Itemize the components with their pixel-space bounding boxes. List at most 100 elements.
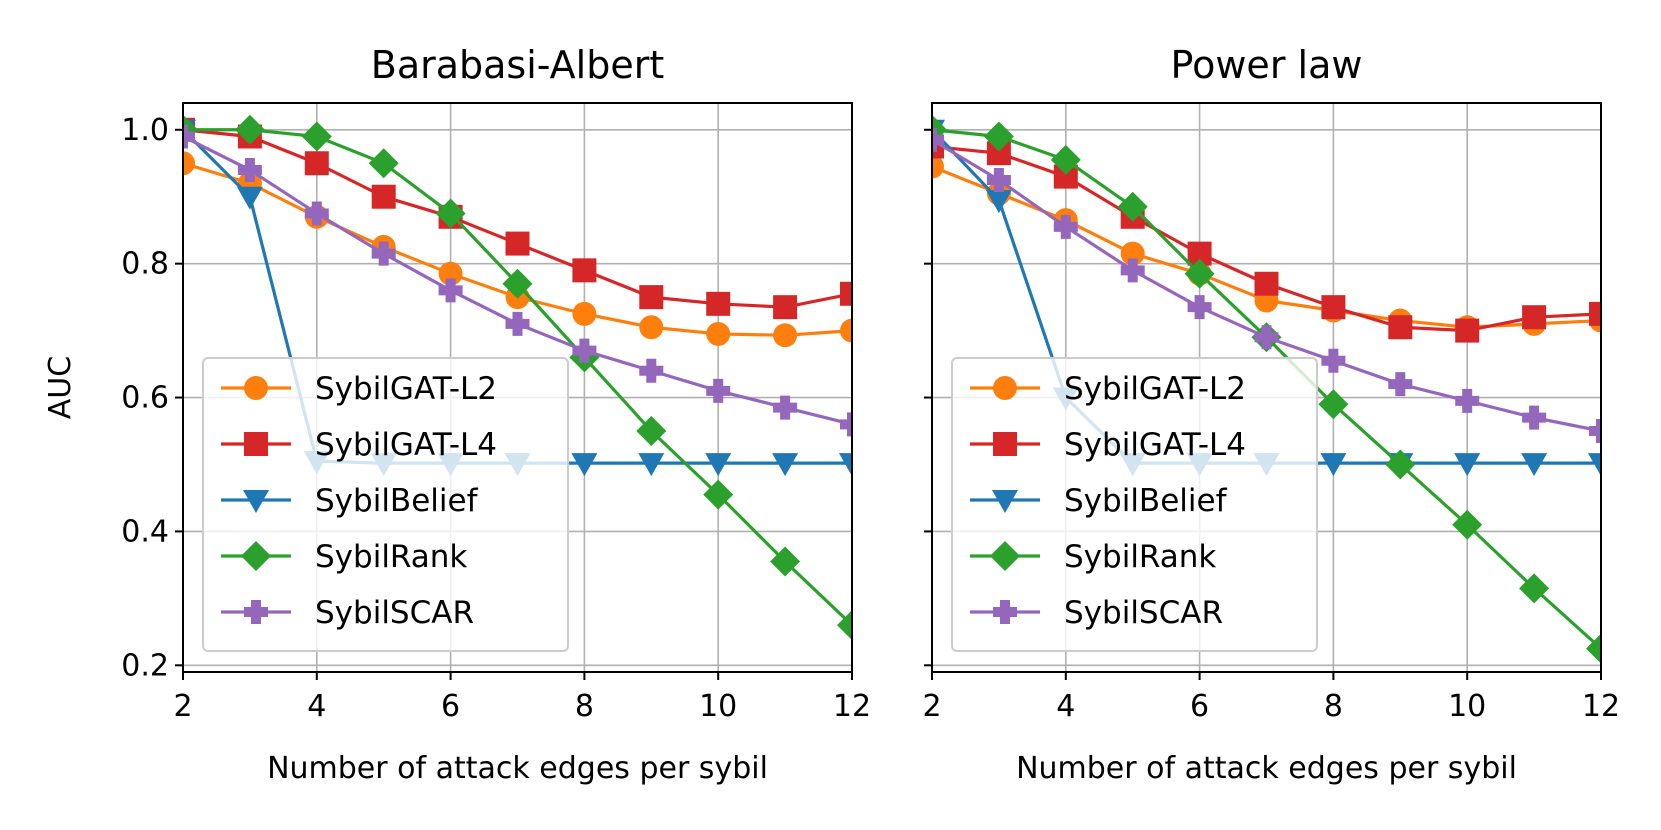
x-tick-label: 8	[1324, 689, 1343, 724]
data-point-sybilrank	[1117, 191, 1148, 222]
data-point-sybilgat-l4	[1321, 295, 1346, 320]
data-point-sybilscar	[304, 201, 329, 226]
data-point-sybilrank	[502, 268, 533, 299]
data-point-sybilbelief	[985, 190, 1012, 214]
data-point-sybilgat-l2	[932, 154, 944, 179]
data-point-sybilgat-l4	[572, 258, 597, 283]
axes-frame	[931, 102, 1602, 673]
data-point-sybilscar	[1589, 419, 1601, 444]
legend-label-sybilscar: SybilSCAR	[315, 595, 474, 631]
legend-label-sybilgat-l4: SybilGAT-L4	[1064, 427, 1246, 463]
x-tick-label: 12	[1582, 689, 1620, 724]
legend-label-sybilbelief: SybilBelief	[315, 483, 479, 519]
data-point-sybilgat-l4	[639, 285, 664, 310]
data-point-sybilgat-l2	[840, 318, 852, 343]
data-point-sybilscar	[237, 157, 262, 182]
data-point-sybilscar	[1120, 258, 1145, 283]
data-point-sybilgat-l4	[505, 231, 530, 256]
panel-power-law: 2 4 6 8 10 12 Power law Number of attack edges …	[922, 43, 1620, 786]
data-point-sybilbelief	[236, 186, 263, 210]
legend-label-sybilrank: SybilRank	[315, 539, 467, 575]
y-tick-label: 0.2	[121, 648, 169, 683]
data-point-sybilscar	[1053, 214, 1078, 239]
data-point-sybilgat-l4	[773, 295, 798, 320]
data-point-sybilgat-l4	[1589, 301, 1601, 326]
plot-area	[183, 114, 852, 641]
data-point-sybilrank	[1050, 144, 1081, 175]
y-tick-label: 0.6	[121, 381, 169, 416]
x-tick-label: 8	[575, 689, 594, 724]
data-point-sybilrank	[435, 198, 466, 229]
data-point-sybilrank	[1385, 449, 1416, 480]
legend-label-sybilgat-l2: SybilGAT-L2	[1064, 371, 1246, 407]
data-point-sybilrank	[368, 148, 399, 179]
y-tick-label: 0.4	[121, 514, 169, 549]
data-point-sybilscar	[1455, 388, 1480, 413]
data-point-sybilrank	[837, 610, 852, 641]
legend: SybilGAT-L2 SybilGAT-L4 SybilBelief SybilRa…	[951, 357, 1318, 652]
legend: SybilGAT-L2 SybilGAT-L4 SybilBelief SybilRa…	[202, 357, 569, 652]
plot-area	[932, 114, 1601, 664]
data-point-sybilscar	[639, 358, 664, 383]
x-tick-label: 6	[1190, 689, 1209, 724]
data-point-sybilbelief	[638, 453, 665, 477]
data-point-sybilgat-l2	[773, 323, 798, 348]
data-point-sybilrank	[1318, 389, 1349, 420]
data-point-sybilrank	[1519, 573, 1550, 604]
legend-label-sybilgat-l2: SybilGAT-L2	[315, 371, 497, 407]
data-point-sybilrank	[1452, 509, 1483, 540]
data-point-sybilscar	[986, 167, 1011, 192]
data-point-sybilgat-l4	[371, 184, 396, 209]
data-point-sybilgat-l2	[706, 321, 731, 346]
data-point-sybilgat-l4	[840, 281, 852, 306]
y-axis-label: AUC	[43, 356, 78, 419]
legend-box	[202, 357, 569, 652]
data-point-sybilbelief	[1521, 453, 1548, 477]
legend-marker-sybilgat-l2	[244, 376, 268, 400]
data-point-sybilscar	[438, 278, 463, 303]
data-point-sybilrank	[1184, 258, 1215, 289]
x-tick-label: 4	[307, 689, 326, 724]
data-point-sybilscar	[505, 311, 530, 336]
data-point-sybilgat-l4	[1455, 318, 1480, 343]
data-point-sybilbelief	[1454, 453, 1481, 477]
axes-frame	[182, 102, 853, 673]
x-tick-label: 2	[173, 689, 192, 724]
x-tick-label: 6	[441, 689, 460, 724]
legend-marker-sybilbelief	[992, 490, 1018, 513]
data-point-sybilscar	[371, 241, 396, 266]
data-point-sybilbelief	[839, 453, 852, 477]
x-tick-label: 2	[922, 689, 941, 724]
data-point-sybilscar	[773, 395, 798, 420]
data-point-sybilbelief	[772, 453, 799, 477]
data-point-sybilgat-l4	[1254, 271, 1279, 296]
legend-label-sybilrank: SybilRank	[1064, 539, 1216, 575]
legend-marker-sybilbelief	[243, 490, 269, 513]
data-point-sybilrank	[636, 416, 667, 447]
data-point-sybilscar	[706, 378, 731, 403]
data-point-sybilbelief	[1588, 453, 1601, 477]
data-point-sybilscar	[840, 412, 852, 437]
legend-marker-sybilgat-l4	[993, 432, 1017, 456]
legend-marker-sybilgat-l4	[244, 432, 268, 456]
data-point-sybilgat-l2	[639, 315, 664, 340]
data-point-sybilgat-l4	[1388, 315, 1413, 340]
data-point-sybilscar	[932, 127, 944, 152]
data-point-sybilbelief	[1320, 453, 1347, 477]
y-tick-label: 1.0	[121, 113, 169, 148]
x-tick-label: 12	[833, 689, 871, 724]
data-point-sybilgat-l2	[183, 151, 195, 176]
data-point-sybilscar	[183, 124, 195, 149]
legend-marker-sybilscar	[244, 600, 268, 624]
data-point-sybilbelief	[571, 453, 598, 477]
data-point-sybilrank	[1586, 633, 1601, 664]
x-tick-label: 10	[1448, 689, 1486, 724]
legend-marker-sybilgat-l2	[993, 376, 1017, 400]
data-point-sybilgat-l2	[438, 261, 463, 286]
data-point-sybilgat-l4	[706, 291, 731, 316]
data-point-sybilscar	[1254, 325, 1279, 350]
x-axis-label: Number of attack edges per sybil	[267, 751, 768, 786]
chart-title: Power law	[1171, 43, 1363, 87]
data-point-sybilgat-l2	[572, 301, 597, 326]
